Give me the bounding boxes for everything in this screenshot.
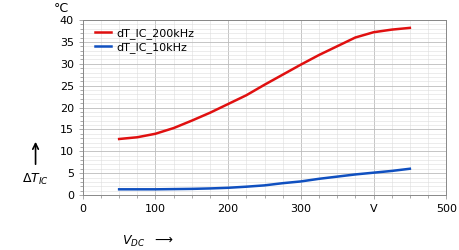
dT_IC_200kHz [388, 28, 394, 31]
dT_IC_10kHz [279, 182, 285, 185]
dT_IC_200kHz [352, 36, 358, 39]
dT_IC_200kHz [207, 111, 213, 114]
dT_IC_200kHz [406, 26, 412, 29]
dT_IC_200kHz [189, 119, 194, 122]
dT_IC_200kHz [370, 31, 375, 34]
dT_IC_10kHz [406, 167, 412, 170]
dT_IC_10kHz [116, 188, 122, 191]
Legend: dT_IC_200kHz, dT_IC_10kHz: dT_IC_200kHz, dT_IC_10kHz [90, 24, 199, 58]
dT_IC_200kHz [261, 83, 267, 86]
dT_IC_200kHz [171, 126, 176, 130]
dT_IC_10kHz [207, 187, 213, 190]
dT_IC_200kHz [297, 63, 303, 66]
dT_IC_10kHz [370, 171, 375, 174]
dT_IC_200kHz [334, 45, 339, 48]
dT_IC_200kHz [225, 102, 230, 106]
dT_IC_200kHz [279, 73, 285, 76]
dT_IC_10kHz [225, 186, 230, 189]
Text: $\Delta T_{IC}$: $\Delta T_{IC}$ [22, 172, 49, 187]
dT_IC_10kHz [334, 175, 339, 178]
Line: dT_IC_10kHz: dT_IC_10kHz [119, 169, 409, 189]
dT_IC_10kHz [388, 170, 394, 172]
Text: $V_{DC}$  $\longrightarrow$: $V_{DC}$ $\longrightarrow$ [122, 234, 174, 248]
dT_IC_200kHz [243, 94, 249, 97]
dT_IC_10kHz [134, 188, 140, 191]
dT_IC_10kHz [171, 188, 176, 190]
Line: dT_IC_200kHz: dT_IC_200kHz [119, 28, 409, 139]
dT_IC_10kHz [352, 173, 358, 176]
dT_IC_200kHz [316, 54, 321, 56]
dT_IC_10kHz [152, 188, 158, 191]
dT_IC_10kHz [297, 180, 303, 183]
dT_IC_10kHz [243, 185, 249, 188]
dT_IC_10kHz [316, 177, 321, 180]
Text: °C: °C [54, 2, 69, 15]
dT_IC_200kHz [134, 136, 140, 139]
dT_IC_10kHz [261, 184, 267, 187]
dT_IC_200kHz [152, 132, 158, 135]
dT_IC_200kHz [116, 138, 122, 140]
dT_IC_10kHz [189, 188, 194, 190]
